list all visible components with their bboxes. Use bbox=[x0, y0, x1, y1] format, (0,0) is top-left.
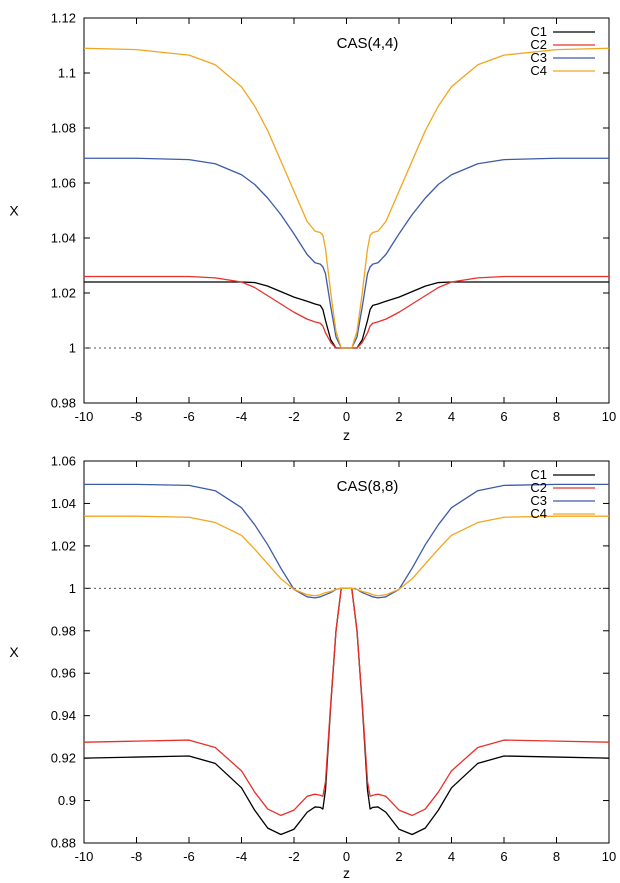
x-tick-label: 0 bbox=[343, 849, 350, 864]
chart-panel-2: -10 -8 -6 -4 -2 0 2 4 6 8 10 0.88 0.9 0.92 0.94 0.96 0.9… bbox=[9, 454, 616, 882]
series-line-c1 bbox=[84, 281, 609, 349]
y-tick-label: 1.04 bbox=[51, 496, 76, 511]
x-tick-label: 4 bbox=[448, 409, 455, 424]
x-tick-label: 2 bbox=[395, 849, 402, 864]
legend-label-c4: C4 bbox=[530, 506, 547, 521]
y-tick-label: 1.06 bbox=[51, 454, 76, 469]
y-axis-label: X bbox=[9, 644, 19, 660]
y-tick-label: 1.04 bbox=[51, 231, 76, 246]
y-tick-label: 0.98 bbox=[51, 396, 76, 411]
series-line-c4 bbox=[84, 515, 609, 597]
x-tick-label: 8 bbox=[553, 849, 560, 864]
x-tick-label: -6 bbox=[183, 849, 195, 864]
x-tick-label: -2 bbox=[288, 409, 300, 424]
y-tick-label: 0.94 bbox=[51, 708, 76, 723]
y-tick-label: 1.02 bbox=[51, 538, 76, 553]
x-tick-label: -8 bbox=[131, 849, 143, 864]
x-tick-label: 0 bbox=[343, 409, 350, 424]
y-tick-label: 1 bbox=[69, 581, 76, 596]
chart-panel-1: -10 -8 -6 -4 -2 0 2 4 6 8 10 0.98 1 1.02 1.04 1.06 1.08 1… bbox=[9, 11, 616, 444]
legend-label-c1: C1 bbox=[530, 467, 547, 482]
y-tick-label: 0.98 bbox=[51, 623, 76, 638]
x-tick-label: -10 bbox=[75, 849, 94, 864]
x-tick-label: -10 bbox=[75, 409, 94, 424]
y-tick-label: 1.1 bbox=[58, 66, 76, 81]
x-axis-label: z bbox=[343, 865, 350, 881]
y-axis-label: X bbox=[9, 203, 19, 219]
y-tick-label: 1.12 bbox=[51, 11, 76, 26]
y-tick-label: 1 bbox=[69, 341, 76, 356]
x-tick-label: 4 bbox=[448, 849, 455, 864]
legend-label-c2: C2 bbox=[530, 37, 547, 52]
x-tick-label: 6 bbox=[500, 409, 507, 424]
legend-label-c2: C2 bbox=[530, 480, 547, 495]
chart-title: CAS(8,8) bbox=[337, 478, 399, 495]
y-tick-label: 0.92 bbox=[51, 751, 76, 766]
x-tick-label: 6 bbox=[500, 849, 507, 864]
x-tick-label: -8 bbox=[131, 409, 143, 424]
legend-label-c3: C3 bbox=[530, 50, 547, 65]
series-line-c3 bbox=[84, 157, 609, 349]
x-tick-label: -4 bbox=[236, 409, 248, 424]
y-tick-label: 0.88 bbox=[51, 836, 76, 851]
legend-label-c3: C3 bbox=[530, 493, 547, 508]
legend-label-c1: C1 bbox=[530, 24, 547, 39]
y-tick-label: 1.02 bbox=[51, 286, 76, 301]
x-axis-label: z bbox=[343, 427, 350, 443]
x-tick-label: 10 bbox=[602, 409, 616, 424]
series-line-c4 bbox=[83, 47, 610, 349]
y-tick-label: 1.08 bbox=[51, 121, 76, 136]
x-tick-label: 8 bbox=[553, 409, 560, 424]
x-tick-label: -4 bbox=[236, 849, 248, 864]
series-line-c2 bbox=[84, 275, 609, 349]
x-tick-label: 10 bbox=[602, 849, 616, 864]
series-line-c2 bbox=[83, 587, 610, 817]
y-tick-label: 1.06 bbox=[51, 176, 76, 191]
y-tick-label: 0.96 bbox=[51, 666, 76, 681]
x-tick-label: -2 bbox=[288, 849, 300, 864]
legend-label-c4: C4 bbox=[530, 63, 547, 78]
x-tick-label: 2 bbox=[395, 409, 402, 424]
y-tick-label: 0.9 bbox=[58, 793, 76, 808]
x-tick-label: -6 bbox=[183, 409, 195, 424]
series-line-c1 bbox=[83, 587, 610, 836]
chart-title: CAS(4,4) bbox=[337, 35, 399, 52]
